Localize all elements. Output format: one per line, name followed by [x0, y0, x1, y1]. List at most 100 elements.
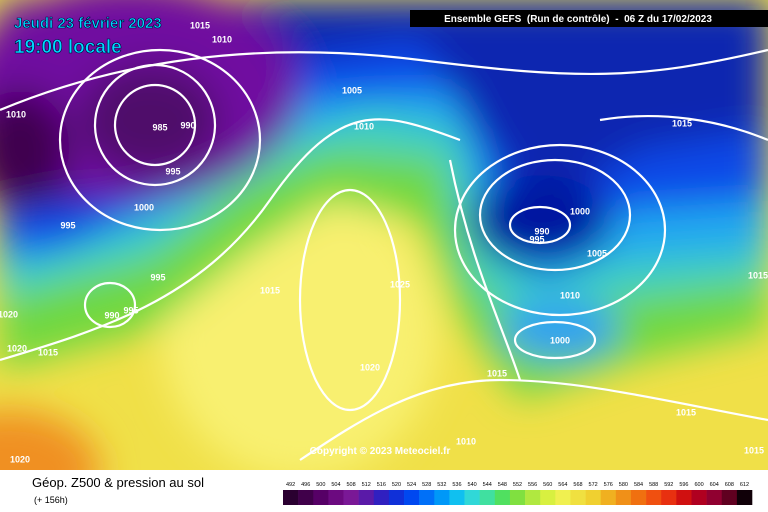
isobar-label: 990: [104, 310, 119, 320]
legend-label: 612: [740, 482, 749, 488]
legend-swatch: [570, 490, 586, 505]
isobar-label: 990: [534, 226, 549, 236]
legend-swatch: [555, 490, 571, 505]
legend-swatch: [373, 490, 390, 505]
legend-swatch: [464, 490, 480, 505]
legend-swatch: [419, 490, 435, 505]
isobar-label: 995: [123, 305, 138, 315]
legend-label: 576: [604, 482, 613, 488]
legend-swatch: [283, 490, 299, 505]
legend-label: 548: [498, 482, 507, 488]
legend-label: 572: [589, 482, 598, 488]
isobar-label: 1010: [560, 290, 580, 300]
legend-swatch: [630, 490, 647, 505]
isobar-label: 995: [150, 272, 165, 282]
legend-label: 524: [407, 482, 416, 488]
legend-swatch: [706, 490, 723, 505]
legend-label: 564: [558, 482, 567, 488]
legend-label: 604: [710, 482, 719, 488]
legend-swatch: [646, 490, 662, 505]
isobar-label: 985: [152, 122, 167, 132]
legend-swatch: [540, 490, 556, 505]
isobar-label: 995: [60, 220, 75, 230]
isobar-label: 1015: [38, 347, 58, 357]
legend-label: 608: [725, 482, 734, 488]
legend-label: 516: [377, 482, 386, 488]
time: 19:00 locale: [14, 37, 122, 58]
legend-label: 492: [286, 482, 295, 488]
isobar-label: 1005: [587, 248, 607, 258]
isobar-label: 995: [165, 166, 180, 176]
legend-swatch: [585, 490, 602, 505]
legend-swatch: [676, 490, 692, 505]
legend-label: 588: [649, 482, 658, 488]
isobar-label: 1015: [748, 270, 768, 280]
isobar-label: 995: [529, 234, 544, 244]
isobar-label: 1000: [134, 202, 154, 212]
legend-label: 580: [619, 482, 628, 488]
legend-label: 600: [694, 482, 703, 488]
legend-swatch: [525, 490, 541, 505]
isobar-label: 1015: [487, 368, 507, 378]
isobar-label: 1015: [260, 285, 280, 295]
legend-swatch: [388, 490, 405, 505]
isobar-label: 990: [180, 120, 195, 130]
header-band: [410, 10, 768, 27]
isobar-label: 1020: [360, 362, 380, 372]
legend: 492 496 500 504 508 512 516 520 524 528 532 536 540 5…: [283, 482, 753, 505]
legend-swatch: [404, 490, 420, 505]
isobar-label: 1015: [676, 407, 696, 417]
legend-swatch: [721, 490, 738, 505]
isobar-label: 1015: [744, 445, 764, 455]
legend-label: 504: [331, 482, 340, 488]
legend-label: 512: [362, 482, 371, 488]
lead-time: (+ 156h): [34, 495, 68, 505]
isobar-label: 1010: [212, 34, 232, 44]
isobar-label: 1015: [672, 118, 692, 128]
legend-label: 560: [543, 482, 552, 488]
isobar-label: 1010: [354, 121, 374, 131]
isobar-label: 1010: [6, 109, 26, 119]
legend-label: 500: [316, 482, 325, 488]
isobar-label: 1020: [0, 309, 18, 319]
legend-swatch: [449, 490, 465, 505]
legend-swatch: [358, 490, 375, 505]
legend-swatch: [661, 490, 677, 505]
legend-label: 568: [573, 482, 582, 488]
isobar-label: 1000: [550, 335, 570, 345]
legend-label: 592: [664, 482, 673, 488]
legend-swatch: [313, 490, 329, 505]
legend-label: 544: [483, 482, 492, 488]
footer-title: Géop. Z500 & pression au sol: [32, 475, 204, 490]
legend-swatch: [494, 490, 511, 505]
legend-label: 536: [452, 482, 461, 488]
copyright: Copyright © 2023 Meteociel.fr: [310, 446, 451, 457]
isobar-label: 1005: [342, 85, 362, 95]
isobar-label: 1025: [390, 279, 410, 289]
legend-label: 596: [679, 482, 688, 488]
legend-swatch: [600, 490, 617, 505]
legend-swatch: [343, 490, 359, 505]
legend-swatch: [434, 490, 450, 505]
legend-swatch: [298, 490, 314, 505]
legend-swatch: [479, 490, 496, 505]
legend-label: 528: [422, 482, 431, 488]
legend-swatch: [736, 490, 753, 505]
legend-label: 496: [301, 482, 310, 488]
run-info: Ensemble GEFS (Run de contrôle) - 06 Z d…: [444, 14, 712, 25]
date: Jeudi 23 février 2023: [14, 15, 162, 32]
isobar-label: 1020: [7, 343, 27, 353]
legend-label: 508: [346, 482, 355, 488]
legend-label: 540: [468, 482, 477, 488]
legend-label: 556: [528, 482, 537, 488]
isobar-label: 1015: [190, 20, 210, 30]
legend-label: 532: [437, 482, 446, 488]
legend-label: 552: [513, 482, 522, 488]
isobar-label: 1010: [456, 436, 476, 446]
legend-label: 520: [392, 482, 401, 488]
isobar-label: 1000: [570, 206, 590, 216]
legend-swatch: [328, 490, 344, 505]
isobar-label: 1020: [10, 454, 30, 464]
